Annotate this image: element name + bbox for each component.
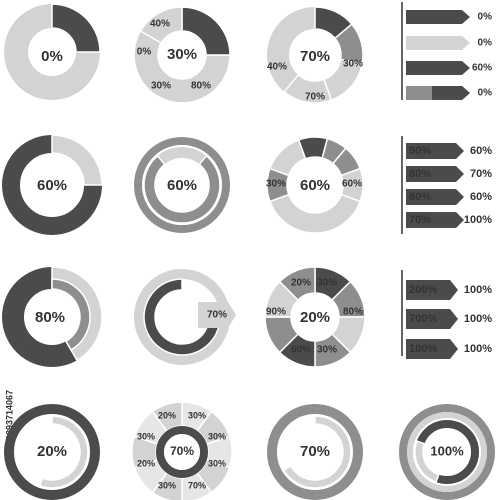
label: 100% — [430, 443, 464, 458]
ring — [4, 404, 100, 500]
label: 30% — [343, 59, 363, 70]
ring-segment — [181, 6, 231, 56]
label: 20% — [300, 309, 330, 326]
ring — [156, 426, 208, 478]
label: 100% — [464, 214, 492, 226]
label: 60% — [342, 179, 362, 190]
label: 30% — [317, 345, 337, 356]
ring-segment — [51, 278, 91, 351]
ring-segment — [278, 266, 316, 302]
label: 30% — [208, 458, 226, 468]
label: 40% — [150, 19, 170, 30]
label: 20% — [291, 278, 311, 289]
label: 100% — [464, 284, 492, 296]
watermark: 1893714067 — [4, 390, 14, 440]
hub — [164, 434, 200, 470]
arrow-bar — [406, 189, 464, 205]
arrow-bar — [406, 166, 464, 182]
label: 70% — [170, 444, 194, 458]
label: 30% — [317, 278, 337, 289]
label: 0% — [41, 48, 63, 65]
label: 70% — [300, 48, 330, 65]
label: 80% — [191, 81, 211, 92]
label: 20% — [37, 443, 67, 460]
label: 60% — [167, 177, 197, 194]
arrow-bar — [406, 280, 458, 300]
label: 80% — [343, 307, 363, 318]
ring-segment — [268, 138, 307, 177]
label: 60% — [472, 63, 492, 74]
arrow-bar — [406, 61, 470, 75]
label: 20% — [137, 458, 155, 468]
label: 60% — [37, 177, 67, 194]
label: 30% — [167, 46, 197, 63]
ring-segment — [282, 415, 352, 489]
ring-segment — [143, 154, 221, 224]
ring-segment — [283, 73, 333, 104]
arrow-bar — [406, 10, 470, 24]
label: 0% — [478, 88, 493, 99]
ring-segment — [268, 193, 362, 234]
label: 30% — [158, 480, 176, 490]
label: 20% — [158, 410, 176, 420]
label: 0% — [478, 12, 493, 23]
label: 60% — [470, 145, 492, 157]
ring — [134, 137, 230, 233]
label: 70% — [207, 310, 227, 321]
ring-segment — [143, 278, 221, 356]
label: 70% — [409, 214, 431, 226]
ring-segment — [51, 134, 103, 186]
label: 80% — [409, 191, 431, 203]
label: 80% — [409, 168, 431, 180]
label: 90% — [409, 145, 431, 157]
arrow-bar — [406, 309, 458, 329]
label: 0% — [478, 38, 493, 49]
label: 30% — [137, 431, 155, 441]
label: 70% — [470, 168, 492, 180]
label: 60% — [470, 191, 492, 203]
arrow-bar — [406, 36, 470, 50]
label: 700% — [409, 313, 437, 325]
label: 30% — [151, 81, 171, 92]
label: 0% — [137, 47, 152, 58]
arrow-bar — [432, 86, 470, 100]
ring-segment — [139, 6, 183, 45]
label: 30% — [208, 431, 226, 441]
ring — [267, 404, 363, 500]
arrow-bar — [406, 143, 464, 159]
label: 80% — [35, 309, 65, 326]
ring — [399, 404, 495, 500]
label: 30% — [266, 179, 286, 190]
label: 70% — [300, 443, 330, 460]
ring — [407, 412, 487, 492]
ring-segment — [38, 415, 89, 489]
label: 100% — [464, 313, 492, 325]
label: 100% — [464, 343, 492, 355]
label: 100% — [409, 343, 437, 355]
ring-segment — [51, 3, 101, 53]
label: 70% — [188, 480, 206, 490]
ring-segment — [414, 440, 440, 484]
label: 60% — [291, 345, 311, 356]
label: 60% — [300, 177, 330, 194]
label: 200% — [409, 284, 437, 296]
label: 40% — [267, 62, 287, 73]
callout — [198, 302, 236, 328]
label: 30% — [188, 410, 206, 420]
label: 90% — [266, 307, 286, 318]
label: 70% — [305, 92, 325, 103]
arrow-bar — [406, 212, 464, 228]
ring-gap — [142, 145, 222, 225]
arrow-bar — [406, 339, 458, 359]
